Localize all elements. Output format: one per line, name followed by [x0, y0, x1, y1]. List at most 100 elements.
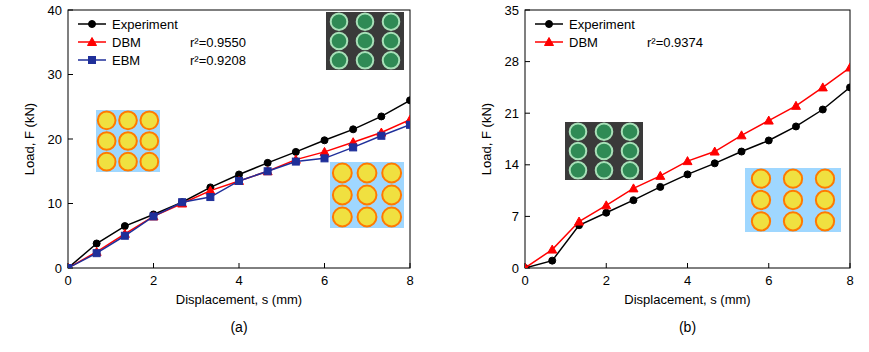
inset-cell — [358, 164, 377, 183]
legend-marker — [545, 38, 554, 46]
inset-cell — [784, 191, 802, 209]
legend-marker — [89, 21, 96, 28]
data-point — [737, 131, 746, 139]
x-axis-title: Displacement, s (mm) — [176, 292, 302, 307]
y-tick-label: 10 — [48, 196, 62, 211]
series-line — [68, 100, 410, 268]
inset-sim — [96, 110, 160, 172]
inset-cell — [596, 162, 613, 179]
data-point — [764, 116, 773, 124]
data-point — [206, 186, 215, 194]
data-point — [178, 199, 187, 207]
inset-cell — [140, 111, 158, 129]
series-line — [68, 120, 410, 268]
data-point — [350, 126, 357, 133]
data-point — [847, 84, 851, 91]
data-point — [818, 83, 827, 91]
x-axis-title: Displacement, s (mm) — [624, 292, 750, 307]
series-line — [525, 87, 850, 268]
data-point — [656, 171, 665, 179]
y-tick — [525, 164, 530, 165]
data-point — [407, 121, 411, 128]
y-tick — [525, 113, 530, 114]
inset-cell — [357, 13, 374, 30]
legend-label: DBM — [569, 35, 598, 50]
inset-sim — [745, 168, 841, 232]
x-tick — [153, 263, 154, 268]
y-axis-title: Load, F (kN) — [479, 103, 494, 175]
annotation: r²=0.9550 — [190, 35, 246, 50]
inset-cell — [752, 170, 770, 188]
x-tick — [324, 263, 325, 268]
data-point — [150, 213, 157, 220]
legend-marker — [546, 21, 553, 28]
panel: 02468010203040Displacement, s (mm)Load, … — [22, 3, 415, 336]
x-tick-label: 2 — [603, 273, 610, 288]
data-point — [575, 217, 584, 225]
data-point — [264, 159, 271, 166]
data-point — [378, 113, 385, 120]
data-point — [657, 183, 664, 190]
data-point — [321, 137, 328, 144]
data-point — [846, 63, 851, 71]
data-point — [236, 177, 243, 184]
y-tick — [68, 203, 73, 204]
inset-cell — [383, 52, 400, 69]
inset-cell — [784, 212, 802, 230]
inset-cell — [119, 132, 137, 150]
inset-cell — [784, 170, 802, 188]
data-point — [711, 160, 718, 167]
data-point — [179, 199, 186, 206]
x-tick-label: 6 — [321, 273, 328, 288]
inset-cell — [331, 52, 348, 69]
inset-cell — [357, 33, 374, 50]
plot-area — [525, 63, 850, 268]
y-tick — [525, 61, 530, 62]
data-point — [68, 265, 72, 269]
x-tick — [687, 263, 688, 268]
inset-cell — [140, 132, 158, 150]
data-point — [93, 240, 100, 247]
x-tick-label: 8 — [846, 273, 853, 288]
y-tick — [68, 74, 73, 75]
inset-cell — [752, 191, 770, 209]
panel-label: (b) — [679, 319, 696, 335]
x-tick — [606, 263, 607, 268]
data-point — [292, 158, 299, 165]
data-point — [791, 101, 800, 109]
x-tick-label: 0 — [521, 273, 528, 288]
y-tick-label: 14 — [505, 157, 519, 172]
inset-photo — [326, 12, 404, 70]
legend: ExperimentDBMr²=0.9550EBMr²=0.9208 — [78, 17, 246, 68]
data-point — [350, 144, 357, 151]
y-tick — [68, 10, 73, 11]
annotation: r²=0.9208 — [190, 53, 246, 68]
inset-cell — [622, 162, 639, 179]
data-point — [630, 197, 637, 204]
data-point — [602, 201, 611, 209]
x-tick-label: 6 — [765, 273, 772, 288]
y-tick-label: 28 — [505, 54, 519, 69]
annotation: r²=0.9374 — [647, 35, 703, 50]
inset-image — [326, 12, 404, 70]
inset-cell — [570, 123, 587, 140]
inset-cell — [119, 111, 137, 129]
inset-cell — [622, 123, 639, 140]
inset-cell — [140, 153, 158, 171]
inset-cell — [358, 208, 377, 227]
x-tick-label: 4 — [684, 273, 691, 288]
plot-frame — [525, 10, 850, 268]
inset-cell — [382, 186, 401, 205]
y-axis-title: Load, F (kN) — [22, 103, 37, 175]
inset-cell — [596, 143, 613, 160]
data-point — [525, 264, 530, 269]
panel: 024680714212835Displacement, s (mm)Load,… — [479, 3, 855, 336]
inset-cell — [357, 52, 374, 69]
plot-frame — [68, 10, 410, 268]
legend-label: EBM — [112, 53, 140, 68]
series-line — [525, 68, 850, 269]
data-point — [149, 212, 158, 220]
inset-cell — [570, 143, 587, 160]
data-point — [549, 257, 556, 264]
x-tick-label: 2 — [150, 273, 157, 288]
